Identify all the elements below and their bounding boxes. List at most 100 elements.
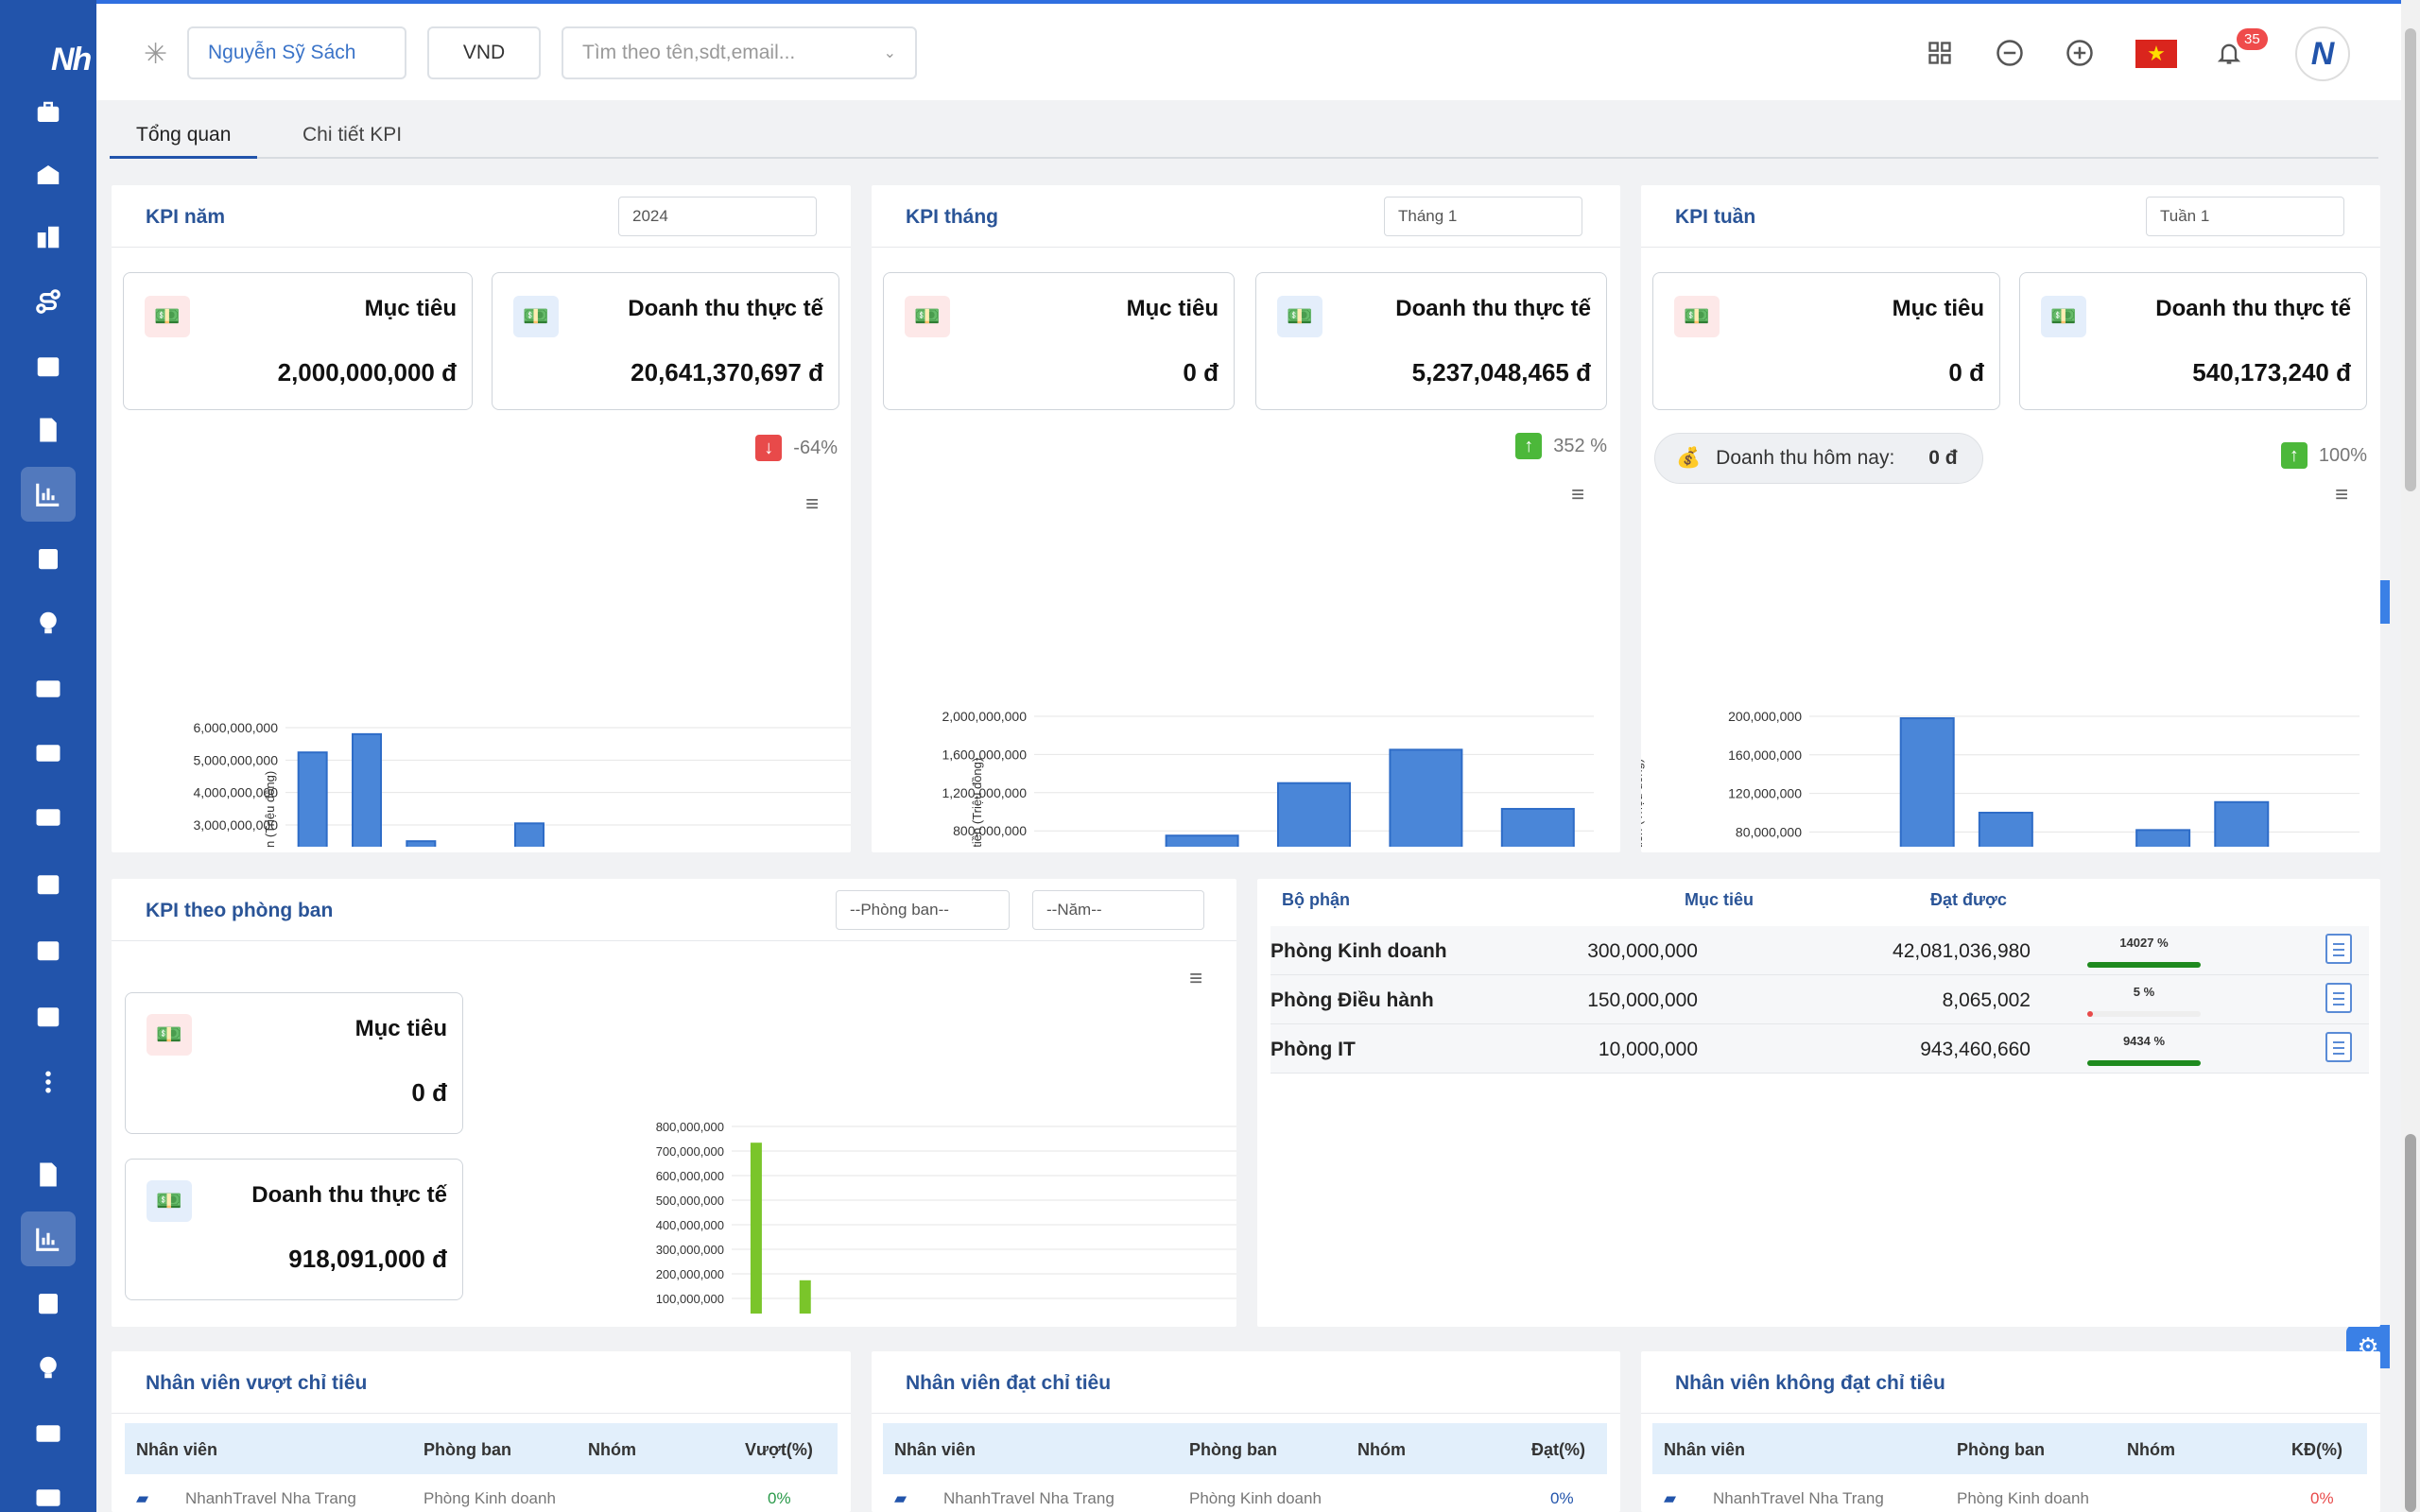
contact-card-icon[interactable]: [21, 1406, 76, 1461]
stat-value: 5,237,048,465 đ: [1411, 358, 1591, 387]
contact-card-icon[interactable]: [21, 662, 76, 716]
calendar-icon[interactable]: [21, 988, 76, 1043]
bell-icon[interactable]: [2210, 34, 2248, 72]
bar: [1978, 812, 2033, 847]
column-header: Nhóm: [1357, 1440, 1406, 1459]
stat-label: Mục tiêu: [1126, 296, 1219, 321]
bar: [750, 1143, 762, 1314]
stat-label: Doanh thu thực tế: [2155, 296, 2351, 321]
building-icon[interactable]: [21, 210, 76, 265]
avatar[interactable]: N: [2295, 26, 2350, 81]
table-row[interactable]: Phòng IT 10,000,000 943,460,660 9434 %: [1270, 1024, 2369, 1074]
table-header: Nhân viên Phòng ban Nhóm KĐ(%): [1652, 1423, 2367, 1474]
dept-name: Phòng IT: [1270, 1039, 1356, 1060]
invoice-icon[interactable]: [21, 1147, 76, 1202]
department-filter[interactable]: --Phòng ban--: [836, 890, 1010, 930]
y-tick-label: 700,000,000: [656, 1144, 724, 1159]
table-row[interactable]: Phòng Kinh doanh 300,000,000 42,081,036,98…: [1270, 926, 2369, 975]
chart-menu-icon[interactable]: ≡: [1571, 482, 1585, 507]
employee-name: NhanhTravel Nha Trang: [185, 1489, 356, 1507]
inbox-icon[interactable]: [21, 147, 76, 202]
card-title: KPI tuần: [1675, 206, 1756, 228]
stat-value: 0 đ: [411, 1078, 447, 1107]
briefcase-icon[interactable]: [21, 85, 76, 140]
money-icon: 💵: [1277, 296, 1322, 337]
zoom-in-icon[interactable]: [2061, 34, 2099, 72]
dept-achieved: 943,460,660: [1920, 1039, 2031, 1060]
tab-overview[interactable]: Tổng quan: [110, 117, 258, 159]
calendar-icon[interactable]: [21, 856, 76, 911]
tab-bar: Tổng quan Chi tiết KPI: [110, 112, 2378, 159]
table-header: Nhân viên Phòng ban Nhóm Vượt(%): [125, 1423, 838, 1474]
id-badge-icon[interactable]: [21, 531, 76, 586]
year-filter[interactable]: 2024: [618, 197, 817, 236]
stat-label: Mục tiêu: [354, 1016, 447, 1041]
money-icon: 💵: [145, 296, 190, 337]
tab-kpi-detail[interactable]: Chi tiết KPI: [302, 124, 403, 146]
calendar-icon[interactable]: [21, 922, 76, 977]
stat-label: Mục tiêu: [364, 296, 457, 321]
year-filter[interactable]: --Năm--: [1032, 890, 1204, 930]
chart-menu-icon[interactable]: ≡: [2335, 482, 2349, 507]
zoom-out-icon[interactable]: [1991, 34, 2029, 72]
kpi-year-chart: 01,000,000,0002,000,000,0003,000,000,000…: [193, 720, 851, 847]
money-icon: 💵: [147, 1014, 192, 1056]
clipboard-icon[interactable]: [2325, 934, 2352, 964]
id-badge-icon[interactable]: [21, 1276, 76, 1331]
table-row[interactable]: Phòng Điều hành 150,000,000 8,065,002 5 %: [1270, 975, 2369, 1024]
chart-menu-icon[interactable]: ≡: [1189, 966, 1203, 991]
clipboard-icon[interactable]: [2325, 983, 2352, 1013]
card-title: KPI năm: [146, 206, 226, 228]
target-stat: 💵 Mục tiêu 0 đ: [1652, 272, 2000, 410]
y-tick-label: 200,000,000: [656, 1267, 724, 1281]
today-revenue-pill: 💰 Doanh thu hôm nay: 0 đ: [1654, 433, 1983, 484]
card-title: Nhân viên đạt chỉ tiêu: [906, 1372, 1112, 1394]
stat-label: Doanh thu thực tế: [251, 1182, 447, 1208]
chart-menu-icon[interactable]: ≡: [805, 491, 820, 517]
lightbulb-icon[interactable]: [21, 595, 76, 650]
table-row[interactable]: ▰ NhanhTravel Nha Trang Phòng Kinh doanh…: [883, 1474, 1607, 1512]
grid-icon[interactable]: [1921, 34, 1959, 72]
table-row[interactable]: ▰ NhanhTravel Nha Trang Phòng Kinh doanh…: [1652, 1474, 2367, 1512]
target-stat: 💵 Mục tiêu 2,000,000,000 đ: [123, 272, 473, 410]
search-select[interactable]: Tìm theo tên,sdt,email... ⌄: [562, 26, 917, 79]
scrollbar[interactable]: [2401, 0, 2420, 1512]
avatar-icon: ▰: [136, 1489, 149, 1507]
table-header: Bộ phận Mục tiêu Đạt được: [1257, 877, 2369, 924]
contact-card-icon[interactable]: [21, 1470, 76, 1512]
more-vertical-icon[interactable]: [21, 1055, 76, 1109]
progress-label: 5 %: [2133, 985, 2155, 999]
chart-icon[interactable]: [21, 467, 76, 522]
actual-stat: 💵 Doanh thu thực tế 918,091,000 đ: [125, 1159, 463, 1300]
contact-card-icon[interactable]: [21, 790, 76, 845]
chart-icon[interactable]: [21, 1211, 76, 1266]
kpi-month-card: KPI tháng Tháng 1 💵 Mục tiêu 0 đ 💵 Doanh…: [872, 185, 1620, 852]
employee-name: NhanhTravel Nha Trang: [1713, 1489, 1884, 1507]
y-tick-label: 80,000,000: [1736, 824, 1802, 839]
route-icon[interactable]: [21, 274, 76, 329]
employee-dept: Phòng Kinh doanh: [1957, 1489, 2089, 1507]
employee-dept: Phòng Kinh doanh: [424, 1489, 556, 1507]
calendar-icon[interactable]: [21, 338, 76, 393]
invoice-icon[interactable]: [21, 403, 76, 457]
vietnam-flag-icon[interactable]: ★: [2135, 40, 2177, 68]
bar: [1500, 807, 1575, 847]
change-value: 100%: [2318, 444, 2367, 466]
lightbulb-icon[interactable]: [21, 1340, 76, 1395]
y-tick-label: 800,000,000: [656, 1120, 724, 1134]
y-tick-label: 1,200,000,000: [942, 785, 1027, 800]
y-tick-label: 600,000,000: [656, 1169, 724, 1183]
clipboard-icon[interactable]: [2325, 1032, 2352, 1062]
table-row[interactable]: ▰ NhanhTravel Nha Trang Phòng Kinh doanh…: [125, 1474, 838, 1512]
money-icon: 💵: [513, 296, 559, 337]
dept-achieved: 42,081,036,980: [1893, 940, 2031, 962]
stat-value: 2,000,000,000 đ: [277, 358, 457, 387]
week-filter[interactable]: Tuần 1: [2146, 197, 2344, 236]
currency-selector[interactable]: VND: [427, 26, 541, 79]
contact-card-icon[interactable]: [21, 726, 76, 781]
dept-name: Phòng Điều hành: [1270, 989, 1434, 1011]
column-header: Nhân viên: [1664, 1440, 1746, 1459]
change-indicator: ↑ 100%: [2280, 442, 2367, 469]
month-filter[interactable]: Tháng 1: [1384, 197, 1582, 236]
user-selector[interactable]: Nguyễn Sỹ Sách: [187, 26, 406, 79]
